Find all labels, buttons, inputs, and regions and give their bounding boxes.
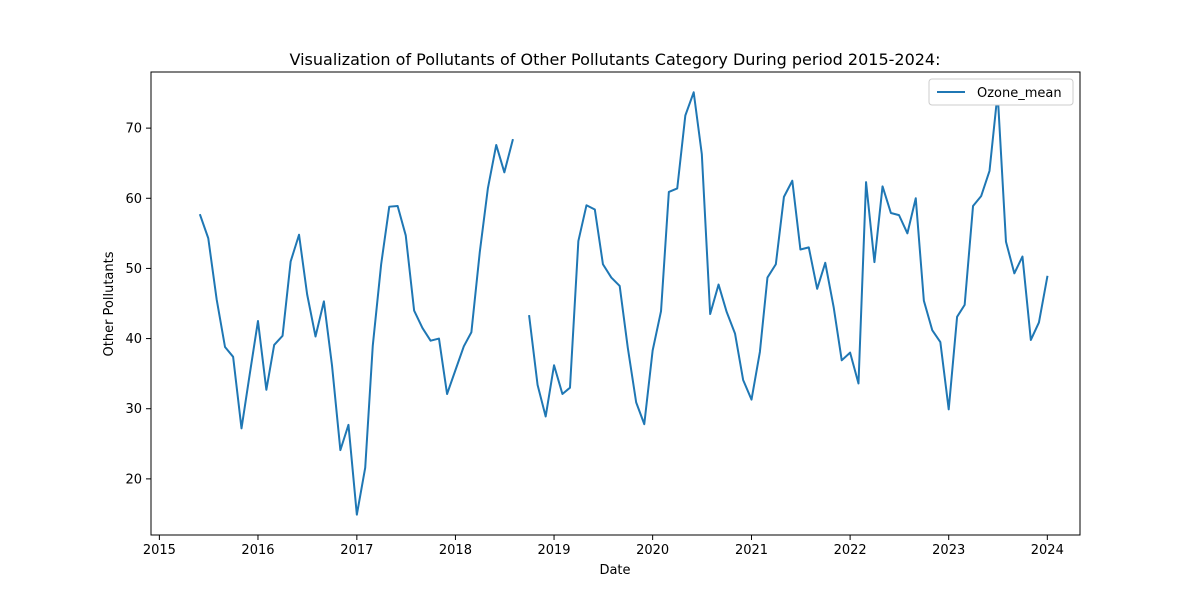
y-tick-label: 70 (125, 122, 142, 137)
y-tick-label: 30 (125, 402, 142, 417)
legend: Ozone_mean (928, 78, 1074, 106)
x-tick-label: 2017 (340, 543, 373, 558)
y-tick-label: 60 (125, 192, 142, 207)
series-layer (198, 91, 1049, 516)
x-tick-label: 2016 (241, 543, 274, 558)
x-tick-label: 2023 (932, 543, 965, 558)
series-line-ozone-mean (198, 138, 514, 516)
x-tick-label: 2022 (834, 543, 867, 558)
legend-label: Ozone_mean (977, 86, 1062, 101)
x-tick-label: 2019 (537, 543, 570, 558)
y-tick-label: 40 (125, 332, 142, 347)
x-tick-label: 2021 (735, 543, 768, 558)
x-tick-label: 2015 (143, 543, 176, 558)
y-axis: 20 30 40 50 60 70 (125, 122, 151, 487)
x-axis-label: Date (599, 563, 630, 578)
x-tick-label: 2020 (636, 543, 669, 558)
series-line-ozone-mean (528, 91, 1049, 426)
plot-frame (150, 71, 1081, 536)
x-tick-label: 2018 (439, 543, 472, 558)
chart-title: Visualization of Pollutants of Other Pol… (290, 50, 941, 69)
y-axis-label: Other Pollutants (102, 251, 117, 356)
legend-box (928, 78, 1074, 106)
x-axis: 2015 2016 2017 2018 2019 2020 2021 2022 2023 2024 (143, 535, 1064, 558)
x-tick-label: 2024 (1031, 543, 1064, 558)
y-tick-label: 20 (125, 472, 142, 487)
y-tick-label: 50 (125, 262, 142, 277)
